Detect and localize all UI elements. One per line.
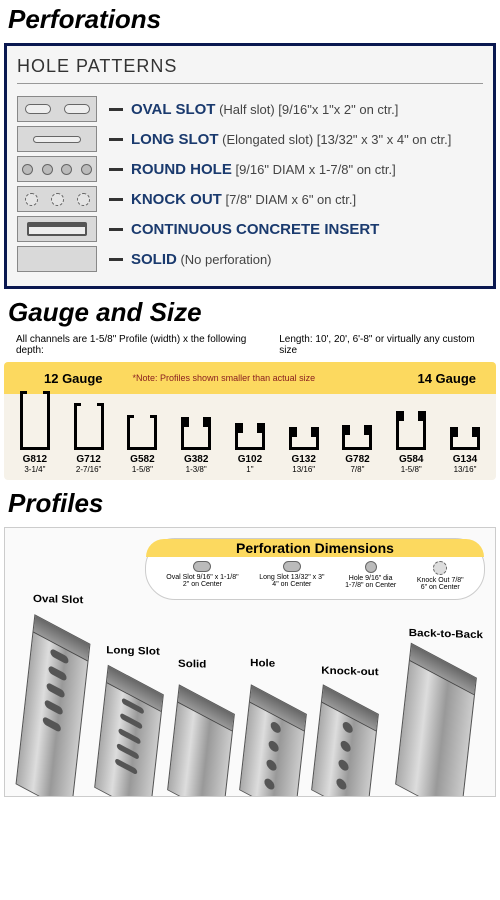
channel-name: G812 xyxy=(23,454,47,465)
perforation-dimensions-title: Perforation Dimensions xyxy=(146,539,484,557)
perfdim-item: Oval Slot 9/16" x 1-1/8"2" on Center xyxy=(166,561,238,591)
strut-hole: Hole xyxy=(239,684,307,797)
strut-top-icon xyxy=(410,644,476,695)
perfdim-item: Long Slot 13/32" x 3"4" on Center xyxy=(259,561,324,591)
channel-shape-icon xyxy=(235,430,265,450)
connector-line xyxy=(109,198,123,201)
hole-pattern-swatch xyxy=(17,216,97,242)
channel-depth: 13/16" xyxy=(292,465,315,474)
hole-pattern-row: SOLID (No perforation) xyxy=(17,246,483,272)
gauge-14-label: 14 Gauge xyxy=(417,371,476,386)
channel-name: G102 xyxy=(238,454,262,465)
channel-profile: G102 1" xyxy=(235,430,265,474)
channel-shape-icon xyxy=(181,424,211,450)
channel-name: G582 xyxy=(130,454,154,465)
perfdim-icon xyxy=(283,561,301,572)
hole-pattern-label: SOLID (No perforation) xyxy=(131,251,272,268)
connector-line xyxy=(109,138,123,141)
channel-depth: 1-3/8" xyxy=(186,465,207,474)
hole-pattern-row: LONG SLOT (Elongated slot) [13/32" x 3" … xyxy=(17,126,483,152)
gauge-panel: 12 Gauge *Note: Profiles shown smaller t… xyxy=(4,362,496,480)
channel-profile: G782 7/8" xyxy=(342,432,372,474)
perfdim-icon xyxy=(433,561,447,575)
channel-shape-icon xyxy=(74,406,104,450)
gauge-sub2: Length: 10', 20', 6'-8" or virtually any… xyxy=(271,332,492,358)
channel-depth: 1" xyxy=(246,465,253,474)
connector-line xyxy=(109,168,123,171)
hole-pattern-swatch xyxy=(17,156,97,182)
channel-profile: G582 1-5/8" xyxy=(127,418,157,474)
perfdim-item: Knock Out 7/8"6" on Center xyxy=(417,561,464,591)
strut-long-slot: Long Slot xyxy=(94,665,164,797)
hole-patterns-panel: HOLE PATTERNS OVAL SLOT (Half slot) [9/1… xyxy=(4,43,496,289)
channel-shape-icon xyxy=(127,418,157,450)
hole-pattern-label: LONG SLOT (Elongated slot) [13/32" x 3" … xyxy=(131,131,451,148)
channel-profile: G584 1-5/8" xyxy=(396,418,426,474)
channel-profile: G712 2-7/16" xyxy=(74,406,104,474)
strut-label: Oval Slot xyxy=(33,593,83,606)
hole-pattern-label: ROUND HOLE [9/16" DIAM x 1-7/8" on ctr.] xyxy=(131,161,396,178)
hole-pattern-swatch xyxy=(17,246,97,272)
gauge-12-label: 12 Gauge xyxy=(44,371,103,386)
connector-line xyxy=(109,228,123,231)
channel-name: G134 xyxy=(453,454,477,465)
channel-profile: G132 13/16" xyxy=(289,434,319,474)
channel-shape-icon xyxy=(20,394,50,450)
hole-pattern-label: OVAL SLOT (Half slot) [9/16"x 1"x 2" on … xyxy=(131,101,398,118)
channel-depth: 1-5/8" xyxy=(401,465,422,474)
channel-depth: 13/16" xyxy=(454,465,477,474)
section-gauge-title: Gauge and Size xyxy=(0,293,500,332)
hole-patterns-heading: HOLE PATTERNS xyxy=(17,56,483,84)
strut-solid: Solid xyxy=(167,684,235,797)
strut-oval-slot: Oval Slot xyxy=(16,614,91,797)
connector-line xyxy=(109,258,123,261)
hole-pattern-label: CONTINUOUS CONCRETE INSERT xyxy=(131,221,379,238)
channel-depth: 3-1/4" xyxy=(24,465,45,474)
channel-profile: G382 1-3/8" xyxy=(181,424,211,474)
perfdim-icon xyxy=(365,561,377,573)
channel-shape-icon xyxy=(450,434,480,450)
hole-pattern-swatch xyxy=(17,96,97,122)
hole-pattern-row: KNOCK OUT [7/8" DIAM x 6" on ctr.] xyxy=(17,186,483,212)
channel-shape-icon xyxy=(396,418,426,450)
perfdim-item: Hole 9/16" dia1-7/8" on Center xyxy=(345,561,396,591)
channel-name: G132 xyxy=(291,454,315,465)
strut-back-to-back: Back-to-Back xyxy=(395,643,477,797)
channel-depth: 7/8" xyxy=(350,465,364,474)
hole-pattern-row: OVAL SLOT (Half slot) [9/16"x 1"x 2" on … xyxy=(17,96,483,122)
hole-pattern-swatch xyxy=(17,126,97,152)
hole-pattern-swatch xyxy=(17,186,97,212)
section-perforations-title: Perforations xyxy=(0,0,500,39)
channel-profile: G812 3-1/4" xyxy=(20,394,50,474)
strut-label: Back-to-Back xyxy=(409,628,483,641)
perfdim-icon xyxy=(193,561,211,572)
gauge-note: *Note: Profiles shown smaller than actua… xyxy=(133,373,418,383)
profiles-panel: Perforation Dimensions Oval Slot 9/16" x… xyxy=(4,527,496,797)
hole-pattern-row: ROUND HOLE [9/16" DIAM x 1-7/8" on ctr.] xyxy=(17,156,483,182)
channel-name: G712 xyxy=(76,454,100,465)
channel-name: G584 xyxy=(399,454,423,465)
channel-depth: 2-7/16" xyxy=(76,465,102,474)
channel-name: G382 xyxy=(184,454,208,465)
perforation-dimensions-box: Perforation Dimensions Oval Slot 9/16" x… xyxy=(145,538,485,600)
channel-depth: 1-5/8" xyxy=(132,465,153,474)
strut-label: Solid xyxy=(178,658,206,670)
strut-knock-out: Knock-out xyxy=(311,684,379,797)
hole-pattern-row: CONTINUOUS CONCRETE INSERT xyxy=(17,216,483,242)
strut-label: Long Slot xyxy=(106,645,160,658)
section-profiles-title: Profiles xyxy=(0,484,500,523)
strut-label: Knock-out xyxy=(321,665,379,678)
hole-pattern-label: KNOCK OUT [7/8" DIAM x 6" on ctr.] xyxy=(131,191,356,208)
channel-profile: G134 13/16" xyxy=(450,434,480,474)
channel-shape-icon xyxy=(342,432,372,450)
gauge-sub1: All channels are 1-5/8" Profile (width) … xyxy=(8,332,271,358)
strut-top-icon xyxy=(178,686,234,732)
channel-shape-icon xyxy=(289,434,319,450)
connector-line xyxy=(109,108,123,111)
channel-name: G782 xyxy=(345,454,369,465)
strut-label: Hole xyxy=(250,657,275,669)
